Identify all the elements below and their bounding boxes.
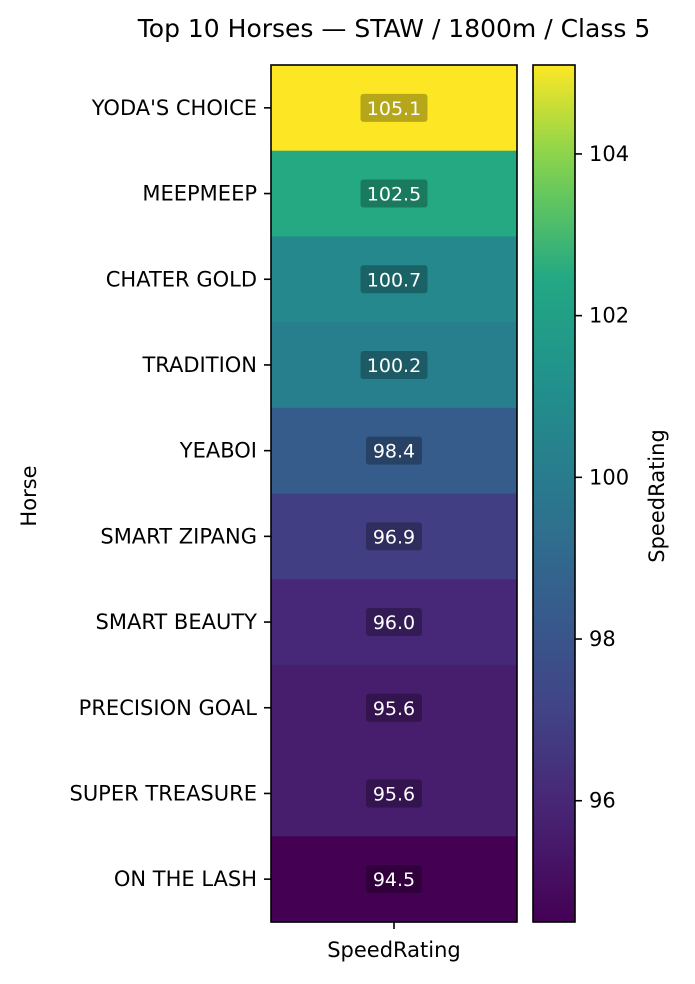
chart-title: Top 10 Horses — STAW / 1800m / Class 5 (137, 14, 650, 43)
cell-value-label: 94.5 (373, 869, 415, 891)
heatmap-cell (271, 407, 517, 495)
heatmap-cell (271, 493, 517, 580)
y-tick-label: ON THE LASH (114, 867, 257, 891)
y-tick-label: SMART BEAUTY (96, 610, 258, 634)
heatmap-cell (271, 236, 517, 323)
cell-value-labels: 105.1 102.5 100.7 100.2 98.4 96.9 96.0 95.6 95.6… (360, 93, 428, 894)
cell-value-label: 100.7 (367, 269, 421, 291)
cell-value-badge (366, 693, 422, 722)
cell-value-badge (366, 608, 422, 637)
cell-value-label: 96.9 (373, 526, 415, 548)
cell-value-label: 98.4 (373, 441, 415, 463)
cell-value-badge (366, 779, 422, 808)
colorbar-tick-label: 100 (589, 465, 629, 489)
colorbar-tick-label: 98 (589, 627, 616, 651)
cell-value-badge (360, 350, 428, 379)
cell-value-label: 96.0 (373, 612, 415, 634)
cell-value-badge (360, 93, 428, 122)
y-tick-label: CHATER GOLD (106, 267, 257, 291)
colorbar-tick-label: 96 (589, 789, 616, 813)
cell-value-label: 105.1 (367, 98, 421, 120)
colorbar: 96 98 100 102 104 (532, 64, 629, 923)
y-tick-label: YEABOI (179, 439, 257, 463)
cell-value-label: 95.6 (373, 698, 415, 720)
heatmap-cell (271, 322, 517, 409)
cell-value-badge (360, 265, 428, 294)
y-tick-label: SMART ZIPANG (100, 524, 257, 548)
heatmap-cell (271, 150, 517, 237)
cell-value-badge (366, 865, 422, 894)
colorbar-tick-label: 104 (589, 142, 629, 166)
x-axis-ticks: SpeedRating (327, 922, 461, 962)
x-tick-label: SpeedRating (327, 938, 461, 962)
y-tick-label: MEEPMEEP (142, 182, 257, 206)
heatmap-cell (271, 664, 517, 752)
cell-value-badge (360, 179, 428, 208)
heatmap-cell (271, 579, 517, 666)
heatmap-cell (271, 65, 517, 152)
y-tick-label: SUPER TREASURE (69, 781, 257, 805)
cell-value-badge (366, 522, 422, 551)
y-axis-ticks: YODA'S CHOICE MEEPMEEP CHATER GOLD TRADITIO… (69, 96, 271, 891)
y-tick-label: PRECISION GOAL (79, 696, 258, 720)
heatmap-cells (270, 64, 518, 923)
y-axis-title: Horse (17, 465, 41, 526)
colorbar-title: SpeedRating (645, 429, 669, 563)
y-tick-label: TRADITION (141, 353, 257, 377)
y-tick-label: YODA'S CHOICE (91, 96, 257, 120)
colorbar-tick-label: 102 (589, 304, 629, 328)
heatmap-cell (271, 836, 517, 923)
colorbar-gradient (533, 65, 575, 922)
heatmap-cell (271, 750, 517, 837)
cell-value-label: 95.6 (373, 783, 415, 805)
colorbar-frame (532, 64, 576, 923)
cell-value-label: 100.2 (367, 355, 421, 377)
cell-value-badge (366, 436, 422, 465)
cell-value-label: 102.5 (367, 184, 421, 206)
